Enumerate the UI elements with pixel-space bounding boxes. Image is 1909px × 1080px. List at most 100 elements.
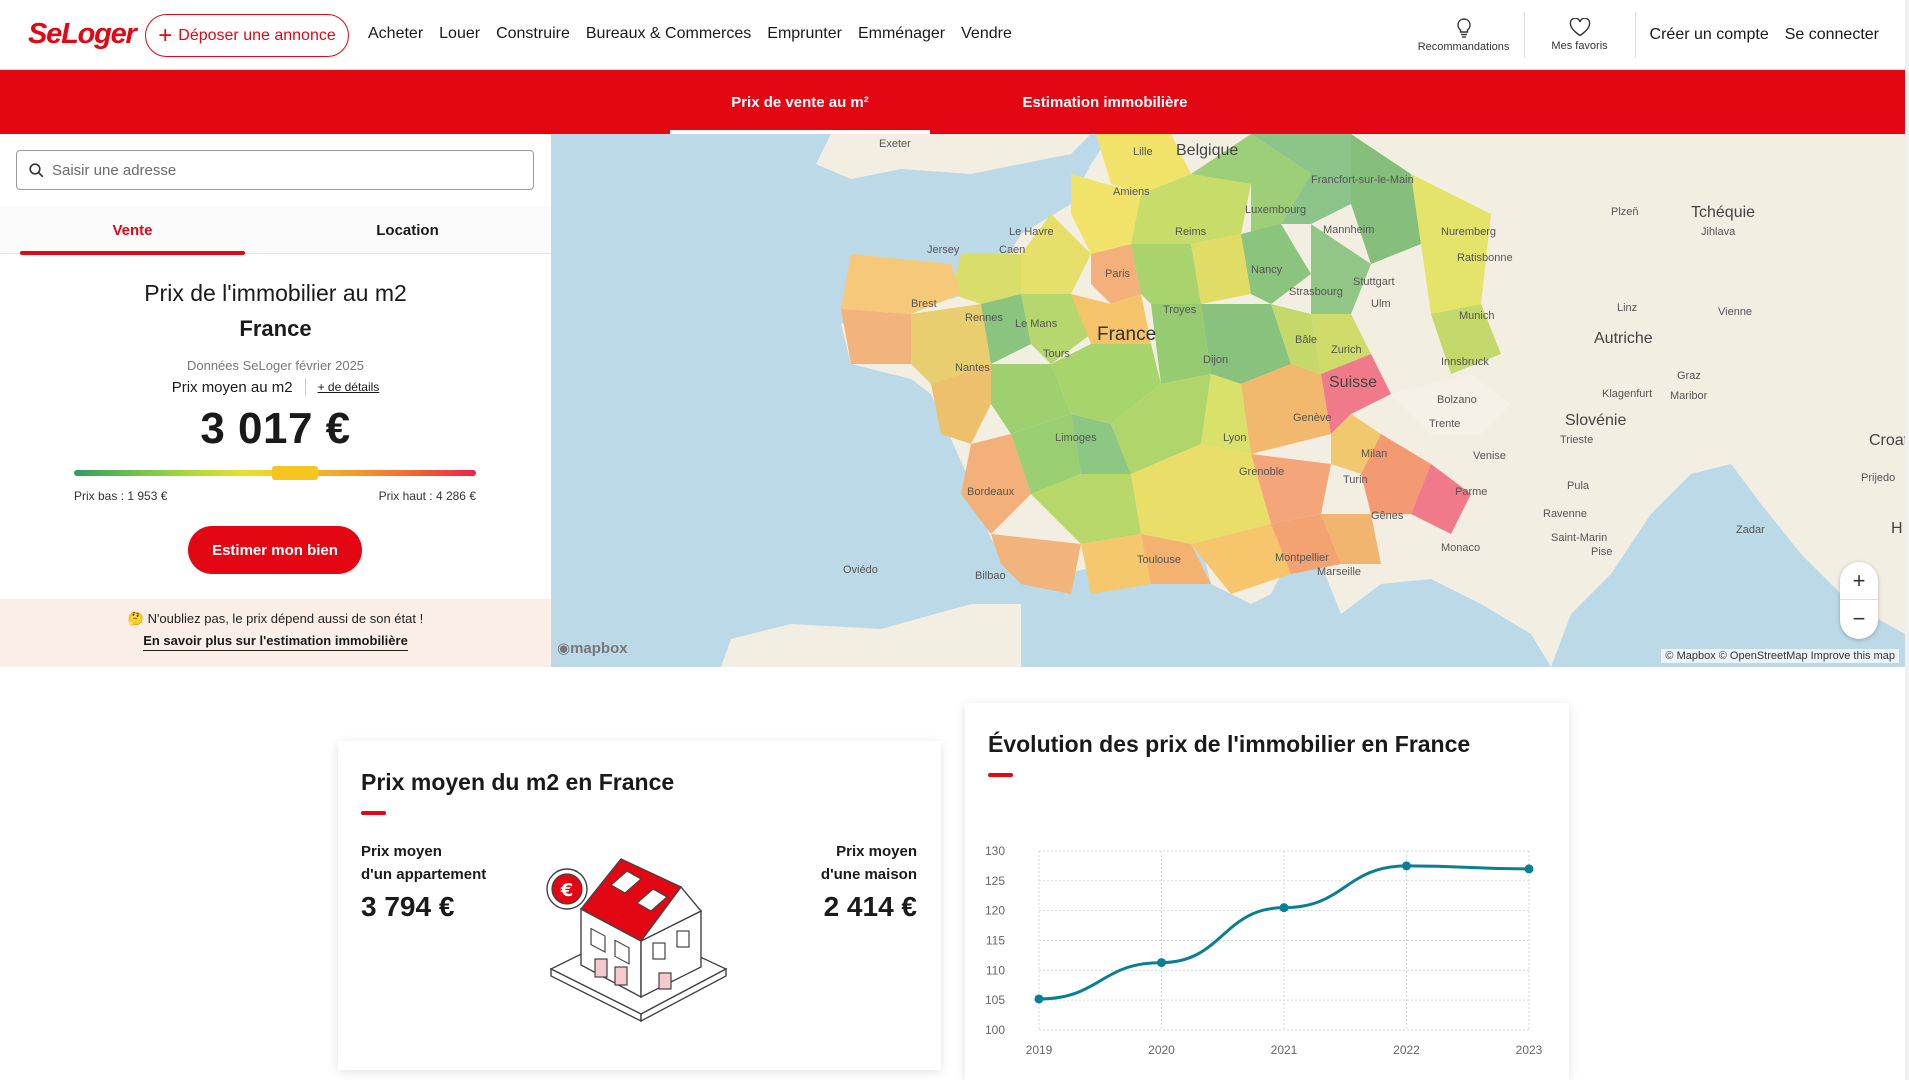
address-search-input[interactable] — [52, 161, 492, 179]
nav-louer[interactable]: Louer — [439, 25, 481, 42]
favoris-button[interactable]: Mes favoris — [1525, 0, 1635, 70]
avg-price-row: Prix moyen au m2 + de détails — [0, 378, 551, 396]
zoom-out-button[interactable]: − — [1852, 606, 1866, 631]
map-label-pula: Pula — [1567, 480, 1590, 492]
avg-price-value: 3 017 € — [200, 404, 351, 453]
house-illustration: € — [546, 858, 728, 1023]
nav-bureaux-commerces[interactable]: Bureaux & Commerces — [585, 25, 752, 42]
map-label-parme: Parme — [1455, 486, 1488, 498]
map-label-le-mans: Le Mans — [1015, 318, 1058, 330]
map-label-nuremberg: Nuremberg — [1441, 226, 1497, 238]
details-link[interactable]: + de détails — [317, 380, 380, 394]
map-label-prijedo: Prijedo — [1861, 472, 1896, 484]
y-tick-label: 100 — [985, 1023, 1005, 1037]
top-header: SeLoger + Déposer une annonce Acheter Lo… — [0, 0, 1909, 70]
zoom-in-button[interactable]: + — [1840, 562, 1878, 600]
recommandations-label: Recommandations — [1417, 40, 1510, 53]
map-label-limoges: Limoges — [1055, 432, 1097, 444]
apartment-price-label: Prix moyen d'un appartement — [361, 840, 486, 886]
map-label-maribor: Maribor — [1670, 390, 1708, 402]
tip-link[interactable]: En savoir plus sur l'estimation immobili… — [143, 633, 408, 651]
map-label-frankfurt: Francfort-sur-le-Main — [1311, 174, 1414, 186]
y-tick-label: 120 — [985, 904, 1005, 918]
map-label-monaco: Monaco — [1441, 542, 1481, 554]
mapbox-icon: ◉ — [557, 640, 571, 657]
map-label-grenoble: Grenoble — [1239, 466, 1285, 478]
x-tick-label: 2019 — [1026, 1043, 1053, 1057]
favoris-label: Mes favoris — [1551, 40, 1608, 52]
map-label-jihlava: Jihlava — [1701, 226, 1736, 238]
map-label-plzen: Plzeň — [1611, 206, 1639, 218]
nav-construire[interactable]: Construire — [496, 25, 570, 42]
map-attribution[interactable]: © Mapbox © OpenStreetMap Improve this ma… — [1661, 649, 1899, 663]
creer-compte-link[interactable]: Créer un compte — [1649, 26, 1769, 43]
mapbox-logo[interactable]: ◉mapbox — [557, 639, 628, 657]
x-tick-label: 2020 — [1148, 1043, 1175, 1057]
lightbulb-icon — [1456, 17, 1471, 38]
data-point — [1402, 861, 1411, 871]
avg-price-label: Prix moyen au m2 — [171, 378, 293, 396]
map-label-montpellier: Montpellier — [1275, 552, 1329, 564]
map-label-marseille: Marseille — [1317, 566, 1362, 578]
house-label-line2: d'une maison — [820, 866, 917, 883]
nav-acheter[interactable]: Acheter — [368, 25, 424, 42]
price-evolution-title: Évolution des prix de l'immobilier en Fr… — [988, 731, 1471, 757]
tab-prix-vente[interactable]: Prix de vente au m² — [670, 70, 930, 134]
map-label-nantes: Nantes — [955, 362, 990, 374]
data-point — [1524, 864, 1534, 874]
map-label-lille: Lille — [1133, 146, 1153, 158]
main-nav: Acheter Louer Construire Bureaux & Comme… — [368, 25, 1012, 43]
page-scrollbar[interactable] — [1905, 0, 1909, 1080]
x-tick-label: 2021 — [1271, 1043, 1298, 1057]
svg-text:€: € — [560, 880, 574, 901]
nav-emprunter[interactable]: Emprunter — [767, 25, 842, 42]
recommandations-button[interactable]: Recommandations — [1404, 0, 1524, 70]
se-connecter-link[interactable]: Se connecter — [1784, 26, 1879, 43]
tab-estimation[interactable]: Estimation immobilière — [1022, 93, 1188, 111]
map-label-france: France — [1097, 324, 1157, 345]
y-tick-label: 105 — [985, 993, 1005, 1007]
map-label-oviedo: Oviédo — [843, 564, 878, 576]
map-label-innsbruck: Innsbruck — [1441, 356, 1489, 368]
map-label-trente: Trente — [1429, 418, 1461, 430]
apartment-label-line2: d'un appartement — [361, 866, 487, 883]
nav-emmenager[interactable]: Emménager — [857, 25, 946, 42]
tab-location[interactable]: Location — [376, 221, 439, 239]
map-label-autriche: Autriche — [1594, 330, 1653, 347]
y-tick-label: 115 — [986, 934, 1005, 948]
y-tick-label: 125 — [985, 874, 1005, 888]
estimer-bien-button[interactable]: Estimer mon bien — [188, 526, 362, 574]
map-label-geneve: Genève — [1293, 412, 1332, 424]
map-label-stuttgart: Stuttgart — [1353, 276, 1395, 288]
y-tick-label: 110 — [986, 963, 1005, 977]
data-point — [1157, 958, 1166, 968]
map-label-bordeaux: Bordeaux — [967, 486, 1015, 498]
map-label-klagenfurt: Klagenfurt — [1602, 388, 1653, 400]
map-label-caen: Caen — [999, 244, 1026, 256]
estimation-tip: 🤔 N'oubliez pas, le prix dépend aussi de… — [0, 599, 551, 667]
map-label-genes: Gênes — [1371, 510, 1404, 522]
map-label-trieste: Trieste — [1560, 434, 1594, 446]
house-price-label: Prix moyen d'une maison — [821, 840, 917, 886]
price-map[interactable]: Exeter Lille Belgique Francfort-sur-le-M… — [551, 134, 1905, 667]
map-label-bale: Bâle — [1295, 334, 1318, 346]
price-gauge — [74, 466, 476, 480]
map-label-lyon: Lyon — [1223, 432, 1247, 444]
data-point — [1279, 903, 1289, 913]
seloger-logo[interactable]: SeLoger — [28, 18, 137, 50]
vente-location-tabs: Vente Location — [0, 206, 551, 255]
map-label-pise: Pise — [1591, 546, 1613, 558]
price-location: France — [239, 316, 312, 341]
map-label-brest: Brest — [911, 298, 937, 310]
address-search[interactable] — [16, 150, 534, 190]
map-label-bilbao: Bilbao — [975, 570, 1006, 582]
deposer-annonce-button[interactable]: + Déposer une annonce — [145, 14, 349, 57]
house-label-line1: Prix moyen — [836, 843, 917, 860]
tab-vente[interactable]: Vente — [20, 206, 245, 255]
nav-vendre[interactable]: Vendre — [961, 25, 1012, 42]
high-price: Prix haut : 4 286 € — [378, 489, 476, 503]
map-label-nancy: Nancy — [1251, 264, 1283, 276]
apartment-price-value: 3 794 € — [361, 891, 455, 922]
map-label-troyes: Troyes — [1163, 304, 1197, 316]
price-title: Prix de l'immobilier au m2 — [144, 280, 407, 306]
